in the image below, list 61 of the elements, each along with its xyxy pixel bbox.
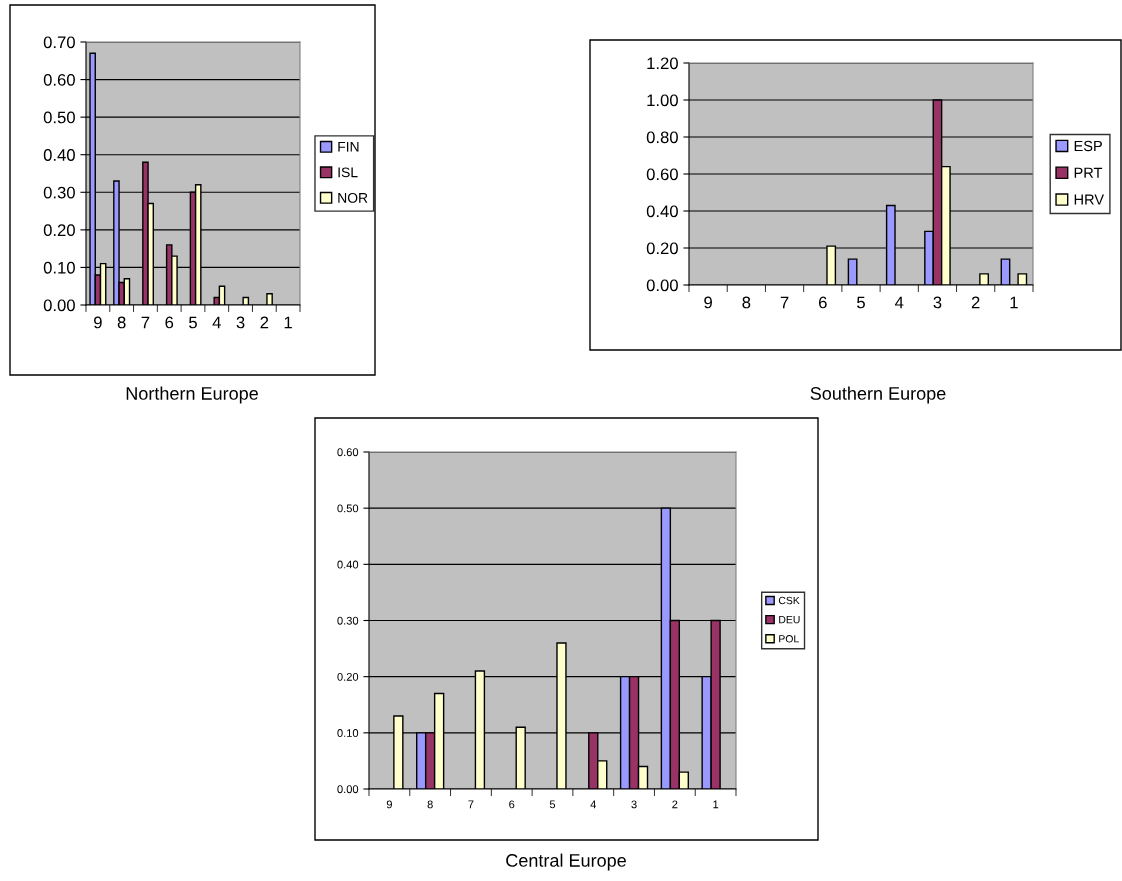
y-tick-label: 0.80 (646, 131, 678, 144)
legend-label: PRT (1074, 167, 1103, 178)
x-tick-label: 6 (818, 296, 827, 309)
y-tick-label: 0.10 (43, 261, 75, 274)
x-tick-label: 7 (141, 316, 150, 329)
x-tick-label: 3 (933, 296, 942, 309)
x-tick-label: 1 (284, 316, 292, 329)
y-tick-label: 0.40 (646, 205, 678, 218)
x-tick-label: 1 (713, 800, 719, 809)
x-tick-label: 4 (894, 296, 904, 309)
x-tick-label: 8 (117, 316, 126, 329)
y-tick-label: 0.00 (646, 279, 678, 292)
legend-label: NOR (338, 192, 368, 203)
x-tick-label: 4 (212, 316, 221, 329)
legend-label: DEU (779, 616, 800, 624)
y-tick-label: 0.30 (337, 616, 359, 625)
y-tick-label: 0.50 (43, 111, 75, 124)
y-tick-label: 0.50 (337, 504, 359, 513)
y-tick-label: 0.40 (43, 149, 75, 161)
y-tick-label: 0.70 (43, 36, 75, 49)
y-tick-label: 0.60 (337, 448, 359, 457)
text: Southern Europe (810, 386, 946, 404)
x-tick-label: 3 (236, 316, 245, 329)
y-tick-label: 0.40 (337, 560, 359, 569)
legend-label: POL (779, 635, 799, 643)
y-tick-label: 0.20 (646, 242, 678, 255)
x-tick-label: 9 (704, 296, 712, 309)
x-tick-label: 3 (631, 800, 637, 809)
x-tick-label: 2 (260, 316, 269, 329)
x-tick-label: 5 (549, 800, 556, 809)
x-tick-label: 9 (386, 800, 392, 809)
x-tick-label: 4 (590, 800, 597, 809)
y-tick-label: 0.30 (43, 186, 75, 199)
x-tick-label: 5 (189, 316, 197, 329)
x-tick-label: 6 (165, 316, 174, 329)
x-tick-label: 7 (468, 800, 474, 809)
y-tick-label: 0.60 (646, 168, 678, 181)
y-tick-label: 0.00 (337, 785, 359, 794)
text: Northern Europe (126, 386, 258, 404)
x-tick-label: 6 (509, 800, 515, 809)
legend-label: ESP (1074, 140, 1102, 152)
legend-label: HRV (1074, 194, 1105, 205)
y-tick-label: 1.00 (647, 94, 678, 107)
legend-label: FIN (338, 142, 359, 152)
x-tick-label: 2 (672, 800, 678, 809)
y-tick-label: 0.10 (337, 729, 359, 737)
text: Central Europe (506, 853, 626, 871)
x-tick-label: 2 (971, 296, 980, 309)
y-tick-label: 0.20 (337, 672, 359, 681)
y-tick-label: 0.00 (43, 299, 75, 312)
y-tick-label: 1.20 (647, 57, 678, 70)
x-tick-label: 9 (94, 316, 102, 329)
y-tick-label: 0.60 (43, 73, 75, 86)
x-tick-label: 8 (742, 296, 751, 309)
x-tick-label: 7 (780, 296, 789, 309)
x-tick-label: 5 (857, 296, 865, 309)
x-tick-label: 8 (427, 800, 433, 809)
legend-label: CSK (778, 596, 800, 605)
legend-label: ISL (338, 167, 358, 178)
y-tick-label: 0.20 (43, 224, 75, 237)
x-tick-label: 1 (1010, 296, 1018, 309)
